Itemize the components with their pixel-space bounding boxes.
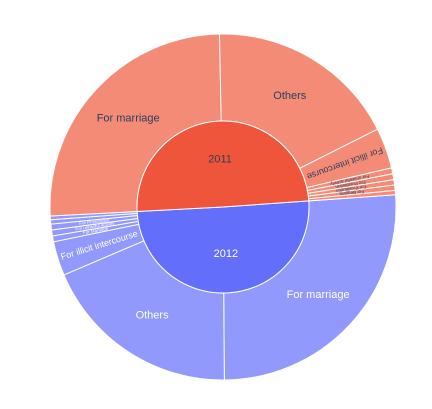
inner-segment-2011[interactable] (136, 120, 310, 212)
outer-label-2011-others: Others (273, 90, 307, 102)
outer-label-2011-for-begging: For Begging (339, 189, 364, 197)
outer-label-2012-for-marriage: For Marriage (83, 226, 110, 236)
outer-label-2012-for-unlawful-activity: For unlawful activity (75, 221, 116, 232)
outer-label-2012-for-marriage: For marriage (287, 289, 350, 301)
outer-ring (49, 33, 397, 381)
outer-label-2012-for-prostitution: For Prostitution (79, 217, 110, 226)
outer-label-2012-others: Others (136, 309, 170, 321)
inner-ring (136, 120, 310, 294)
outer-label-2011-for-prostitution: For Prostitution (335, 184, 366, 193)
outer-label-2011-for-prostitution: For Prostitution (335, 179, 366, 189)
inner-label-2012: 2012 (214, 248, 238, 260)
outer-label-2011-for-marriage: For marriage (97, 113, 160, 125)
inner-label-2011: 2011 (208, 154, 232, 166)
inner-segment-2012[interactable] (136, 200, 310, 294)
